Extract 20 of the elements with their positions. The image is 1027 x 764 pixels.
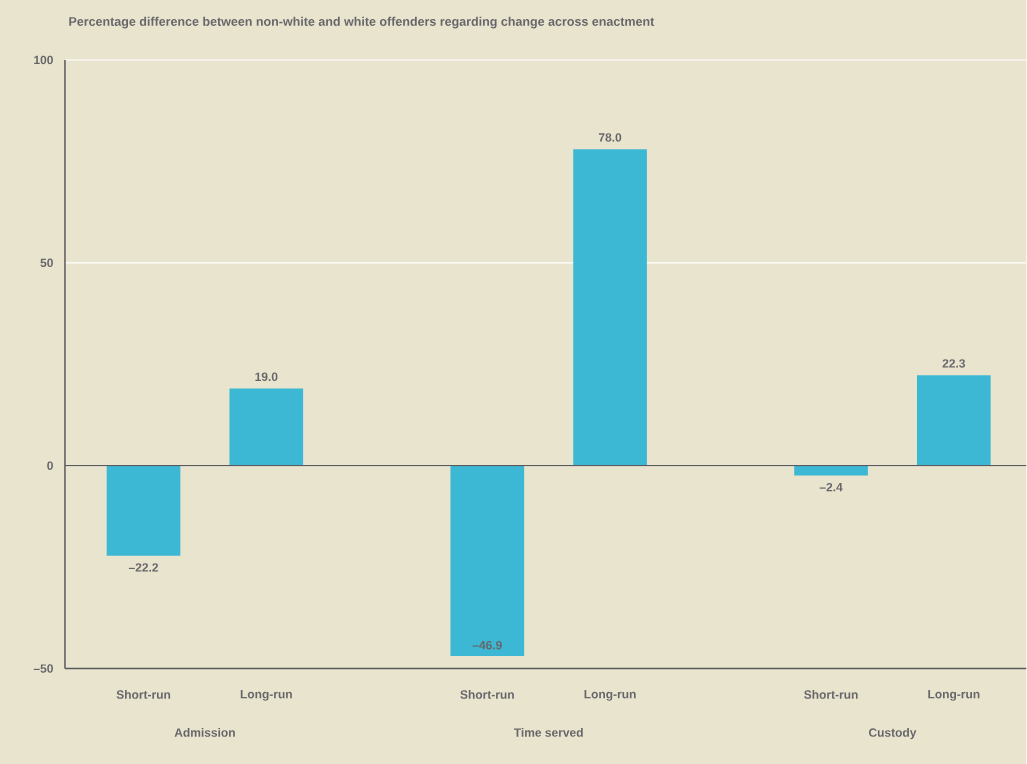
x-tick-label: Short-run	[804, 689, 858, 699]
y-tick-label: –50	[33, 664, 53, 673]
data-label: –2.4	[819, 482, 843, 492]
y-tick-label: 0	[47, 461, 53, 470]
x-tick-label: Long-run	[584, 689, 636, 701]
y-tick-label: 100	[34, 55, 53, 64]
x-tick-label: Long-run	[928, 689, 980, 701]
data-label: –22.2	[128, 563, 159, 572]
text: Time served	[513, 727, 583, 737]
data-label: 22.3	[942, 358, 966, 368]
chart-title: Percentage difference between non-white and white offenders regarding change across enactment	[69, 16, 655, 29]
data-label: 19.0	[255, 372, 278, 381]
data-label: –46.9	[472, 640, 502, 650]
y-tick-label: 50	[40, 258, 53, 267]
x-tick-label: Short-run	[460, 689, 514, 699]
data-label: 78.0	[598, 132, 622, 142]
x-tick-label: Short-run	[116, 689, 171, 699]
x-tick-label: Long-run	[240, 689, 292, 701]
text: Admission	[174, 727, 235, 737]
text: Custody	[868, 727, 917, 739]
